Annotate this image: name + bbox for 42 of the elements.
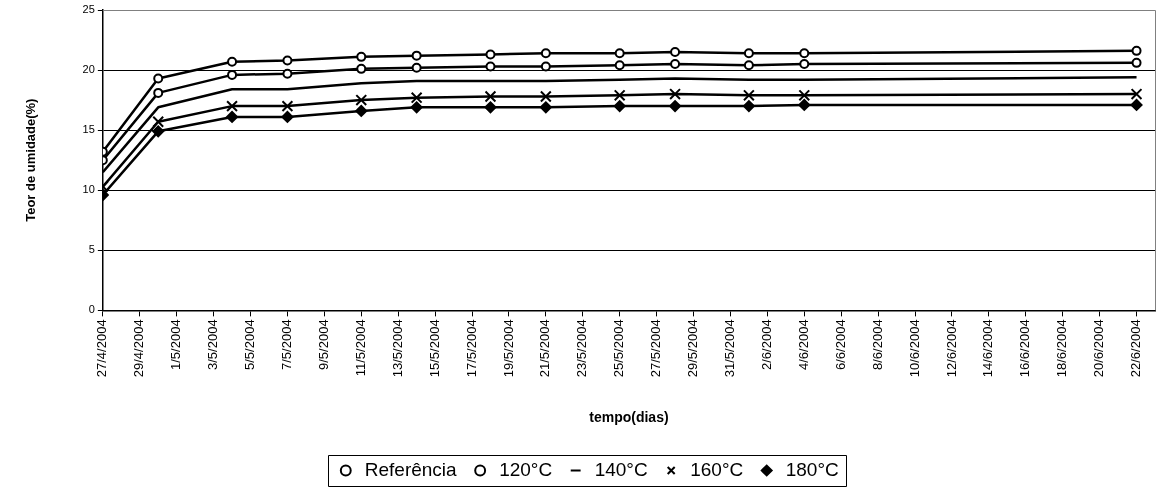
y-tick-label: 25 (82, 3, 95, 16)
x-tick-label: 3/5/2004 (205, 319, 221, 370)
x-tick-label: 20/6/2004 (1091, 319, 1107, 378)
x-tick-label: 2/6/2004 (758, 319, 774, 370)
x-tick-label: 21/5/2004 (537, 319, 553, 378)
x-tick-label: 29/5/2004 (685, 319, 701, 378)
x-tick-label: 25/5/2004 (611, 319, 627, 378)
x-tick-label: 18/6/2004 (1054, 319, 1070, 378)
x-tick-label: 11/5/2004 (352, 319, 368, 377)
legend-label: 120°C (499, 458, 553, 480)
x-tick-label: 8/6/2004 (869, 319, 885, 370)
x-tick-label: 1/5/2004 (168, 319, 184, 370)
x-tick-label: 17/5/2004 (463, 319, 479, 378)
legend-label: Referência (364, 458, 458, 480)
y-tick-label: 10 (82, 183, 95, 196)
y-tick-label: 0 (88, 303, 95, 316)
x-tick-label: 7/5/2004 (279, 319, 294, 370)
y-tick-label: 5 (88, 243, 95, 256)
x-tick-label: 10/6/2004 (906, 319, 922, 378)
x-axis-title: tempo(dias) (589, 409, 669, 426)
x-tick-label: 14/6/2004 (980, 319, 996, 378)
x-tick-label: 31/5/2004 (722, 319, 738, 378)
y-axis-title: Teor de umidade(%) (23, 98, 39, 222)
y-tick-label: 15 (82, 123, 95, 136)
legend-label: 140°C (594, 458, 648, 480)
y-tick-label: 20 (82, 63, 95, 76)
x-tick-label: 19/5/2004 (500, 319, 516, 378)
x-tick-label: 12/6/2004 (943, 319, 959, 378)
x-tick-label: 5/5/2004 (242, 319, 258, 370)
x-tick-label: 22/6/2004 (1128, 319, 1144, 378)
x-tick-label: 16/6/2004 (1017, 319, 1033, 378)
legend-label: 180°C (785, 458, 839, 480)
x-tick-label: 13/5/2004 (389, 319, 405, 378)
x-tick-label: 27/4/2004 (94, 319, 110, 378)
x-tick-label: 9/5/2004 (315, 319, 331, 370)
x-tick-label: 6/6/2004 (832, 319, 848, 370)
x-tick-label: 29/4/2004 (131, 319, 147, 378)
x-tick-label: 27/5/2004 (648, 319, 664, 378)
x-tick-label: 15/5/2004 (426, 319, 442, 378)
x-tick-label: 4/6/2004 (795, 319, 811, 370)
x-tick-label: 23/5/2004 (574, 319, 590, 378)
legend-label: 160°C (690, 458, 744, 480)
